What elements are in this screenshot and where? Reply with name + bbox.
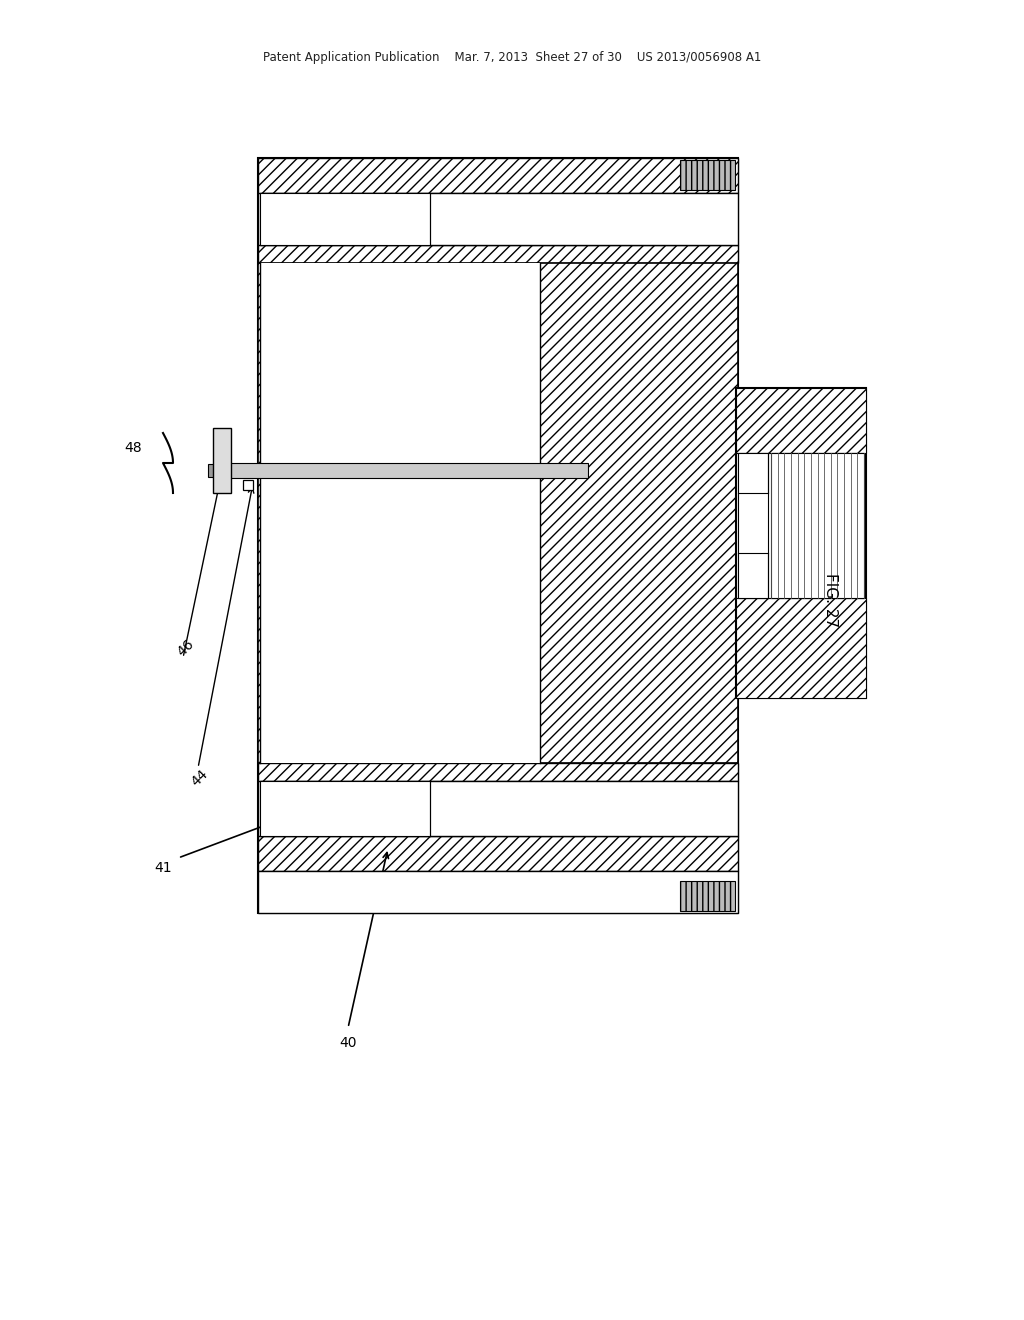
- Bar: [680, 160, 735, 190]
- Bar: [258, 836, 738, 871]
- Bar: [258, 263, 738, 763]
- Text: 46: 46: [175, 636, 198, 659]
- Bar: [736, 388, 866, 698]
- Bar: [736, 388, 866, 453]
- Bar: [260, 781, 430, 836]
- Bar: [771, 453, 864, 598]
- Text: 48: 48: [124, 441, 141, 455]
- Bar: [736, 598, 866, 698]
- Bar: [258, 158, 738, 913]
- Bar: [260, 193, 430, 246]
- Text: FIG. 27: FIG. 27: [822, 573, 838, 627]
- Text: 41: 41: [155, 861, 172, 875]
- Bar: [258, 763, 738, 781]
- Text: 40: 40: [339, 1036, 356, 1049]
- Bar: [228, 463, 588, 478]
- Bar: [738, 453, 768, 598]
- Bar: [243, 480, 253, 490]
- Bar: [738, 453, 864, 598]
- Bar: [258, 246, 738, 263]
- Bar: [260, 263, 540, 763]
- Text: 44: 44: [188, 767, 211, 789]
- Bar: [680, 880, 735, 911]
- Bar: [258, 871, 738, 913]
- Bar: [258, 158, 738, 193]
- Text: Patent Application Publication    Mar. 7, 2013  Sheet 27 of 30    US 2013/005690: Patent Application Publication Mar. 7, 2…: [263, 51, 761, 65]
- Bar: [208, 465, 230, 477]
- Bar: [260, 193, 738, 246]
- Bar: [213, 428, 231, 492]
- Bar: [260, 781, 738, 836]
